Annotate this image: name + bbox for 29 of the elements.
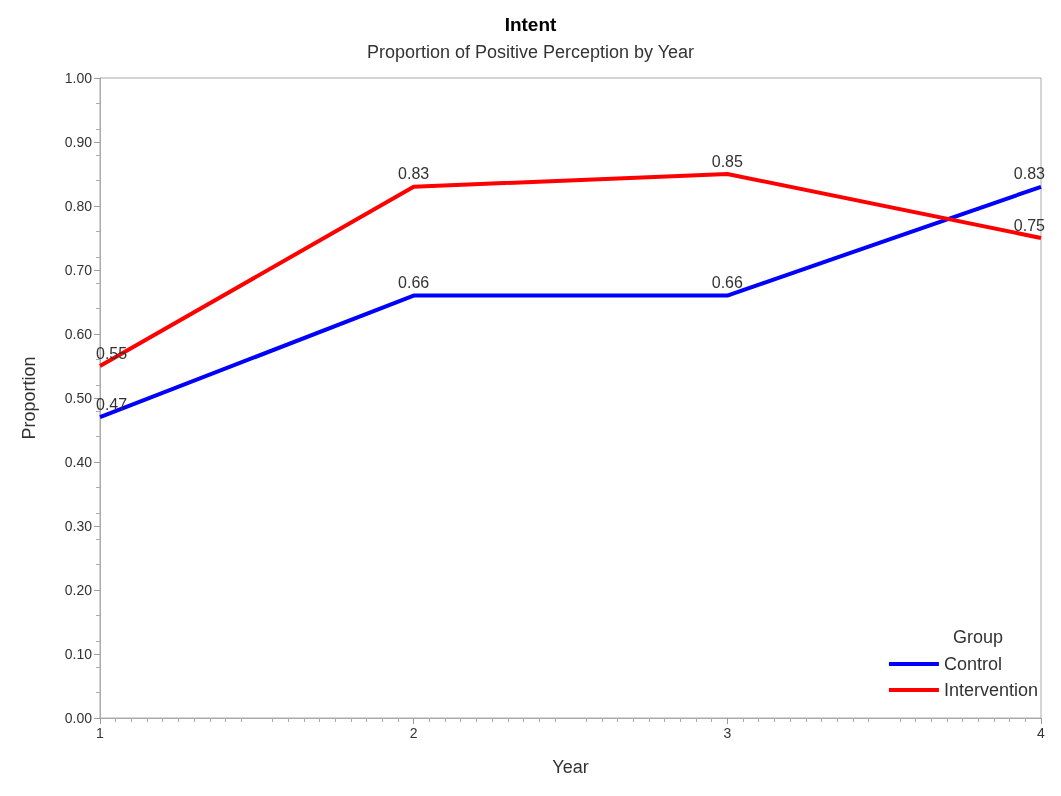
y-tick-label: 0.50 [64,390,93,406]
x-tick-label: 2 [409,725,418,741]
y-tick-label: 0.70 [64,262,93,278]
data-label: 0.85 [711,152,744,170]
legend-title: Group [952,627,1003,647]
y-tick-label: 0.90 [64,134,93,150]
y-tick-label: 0.00 [64,710,93,726]
chart-subtitle: Proportion of Positive Perception by Year [366,42,695,62]
data-label: 0.75 [1013,216,1046,234]
y-tick-label: 0.80 [64,198,93,214]
y-tick-label: 1.00 [64,70,93,86]
x-tick-label: 3 [723,725,732,741]
data-label: 0.83 [398,165,430,183]
x-axis-title: Year [552,757,589,777]
x-tick-label: 1 [96,725,105,741]
data-label: 0.83 [1013,165,1046,183]
y-tick-label: 0.60 [64,326,93,342]
y-tick-label: 0.30 [64,518,93,534]
chart-title: Intent [504,14,558,35]
legend-label: Control [943,654,1002,674]
data-label: 0.66 [711,274,744,292]
data-label: 0.66 [398,274,430,292]
x-tick-label: 4 [1037,725,1046,741]
y-tick-label: 0.20 [64,582,93,598]
y-tick-label: 0.40 [64,454,93,470]
y-axis-title: Proportion [19,356,39,440]
data-label: 0.47 [96,395,128,413]
y-tick-label: 0.10 [64,646,93,662]
legend-label: Intervention [943,680,1038,700]
